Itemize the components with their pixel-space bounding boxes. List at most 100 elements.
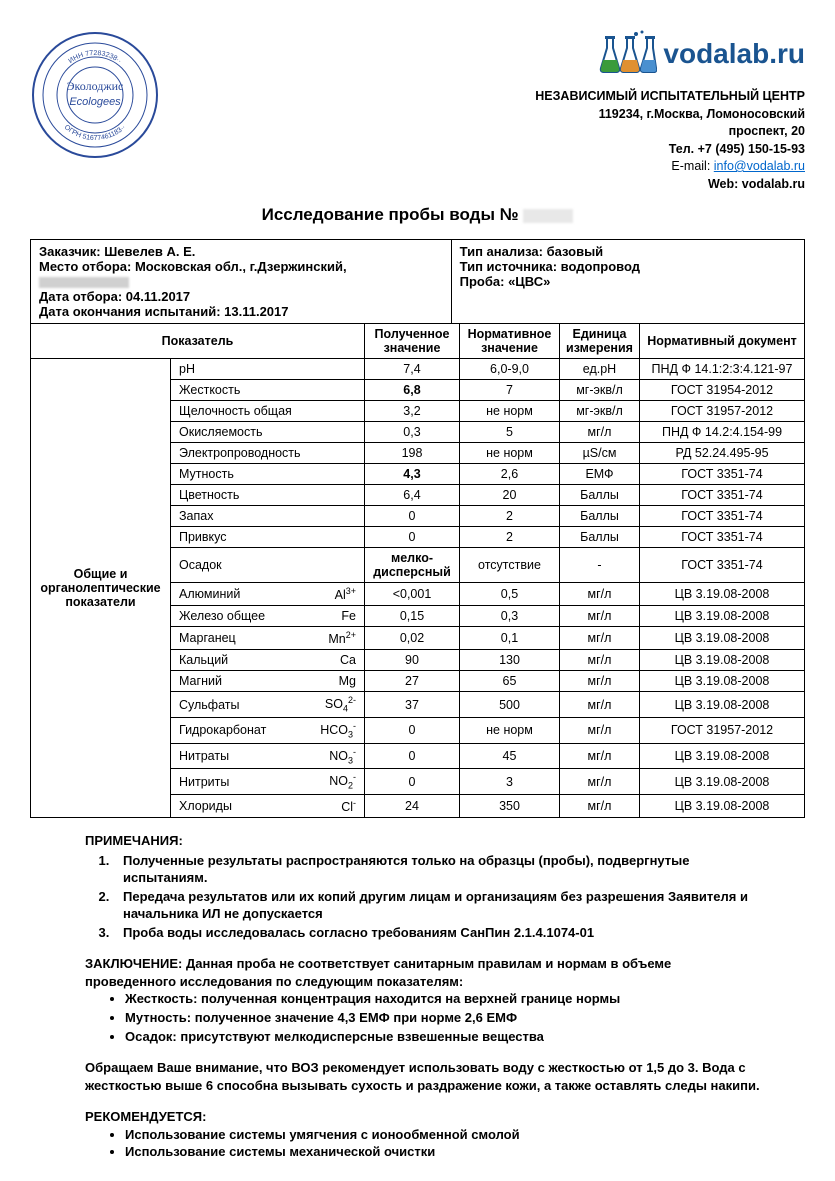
param-formula: Mn2+ [315,627,365,650]
obtained-value: 0,15 [365,606,460,627]
norm-value: 7 [460,380,560,401]
redacted-number [523,209,573,223]
param-name: Окисляемость [171,422,365,443]
obtained-value: <0,001 [365,583,460,606]
col-param: Показатель [31,324,365,359]
norm-value: 2 [460,527,560,548]
param-name: Нитриты [171,769,315,795]
doc-value: ЦВ 3.19.08-2008 [640,627,805,650]
param-name: Хлориды [171,794,315,817]
norm-value: 6,0-9,0 [460,359,560,380]
email-link[interactable]: info@vodalab.ru [714,159,805,173]
obtained-value: 37 [365,692,460,718]
param-name: Алюминий [171,583,315,606]
org-info: НЕЗАВИСИМЫЙ ИСПЫТАТЕЛЬНЫЙ ЦЕНТР 119234, … [535,88,805,193]
document-title: Исследование пробы воды № [30,205,805,225]
param-name: Сульфаты [171,692,315,718]
norm-value: 0,3 [460,606,560,627]
notes-title: ПРИМЕЧАНИЯ: [85,832,765,850]
obtained-value: 0 [365,506,460,527]
attention-paragraph: Обращаем Ваше внимание, что ВОЗ рекоменд… [85,1059,765,1094]
recommendations-section: РЕКОМЕНДУЕТСЯ: Использование системы умя… [85,1108,765,1161]
norm-value: 3 [460,769,560,795]
doc-value: ПНД Ф 14.2:4.154-99 [640,422,805,443]
redacted-address [39,277,129,288]
org-title: НЕЗАВИСИМЫЙ ИСПЫТАТЕЛЬНЫЙ ЦЕНТР [535,88,805,106]
norm-value: 350 [460,794,560,817]
doc-value: ПНД Ф 14.1:2:3:4.121-97 [640,359,805,380]
obtained-value: 0 [365,743,460,769]
obtained-value: 0 [365,527,460,548]
doc-value: ЦВ 3.19.08-2008 [640,671,805,692]
col-doc: Нормативный документ [640,324,805,359]
param-formula: Ca [315,650,365,671]
norm-value: 20 [460,485,560,506]
obtained-value: 6,8 [365,380,460,401]
obtained-value: 90 [365,650,460,671]
norm-value: 130 [460,650,560,671]
doc-value: ЦВ 3.19.08-2008 [640,743,805,769]
unit-value: мг-экв/л [560,401,640,422]
param-name: Железо общее [171,606,315,627]
org-phone: Тел. +7 (495) 150-15-93 [535,141,805,159]
norm-value: не норм [460,717,560,743]
doc-value: РД 52.24.495-95 [640,443,805,464]
unit-value: мг/л [560,717,640,743]
doc-value: ГОСТ 3351-74 [640,527,805,548]
doc-value: ГОСТ 31957-2012 [640,401,805,422]
param-name: Запах [171,506,365,527]
unit-value: мг/л [560,692,640,718]
unit-value: ЕМФ [560,464,640,485]
obtained-value: 6,4 [365,485,460,506]
conclusion-item: Жесткость: полученная концентрация наход… [125,990,765,1008]
unit-value: мг/л [560,769,640,795]
logo-text: vodalab.ru [663,38,805,70]
obtained-value: 0 [365,717,460,743]
param-name: Привкус [171,527,365,548]
param-formula: Mg [315,671,365,692]
col-unit: Единица измерения [560,324,640,359]
obtained-value: 3,2 [365,401,460,422]
norm-value: не норм [460,443,560,464]
norm-value: 0,5 [460,583,560,606]
param-name: Магний [171,671,315,692]
doc-value: ГОСТ 3351-74 [640,464,805,485]
meta-right: Тип анализа: базовый Тип источника: водо… [452,240,804,323]
norm-value: 5 [460,422,560,443]
param-formula: HCO3- [315,717,365,743]
unit-value: мг/л [560,422,640,443]
norm-value: 2 [460,506,560,527]
recommendation-item: Использование системы механической очист… [125,1143,765,1161]
unit-value: мг/л [560,650,640,671]
results-table: Показатель Полученное значение Нормативн… [30,323,805,818]
param-name: Электропроводность [171,443,365,464]
obtained-value: 7,4 [365,359,460,380]
doc-value: ЦВ 3.19.08-2008 [640,794,805,817]
flask-icon [597,30,657,78]
obtained-value: 24 [365,794,460,817]
parameter-group: Общие иорганолептическиепоказатели [31,359,171,818]
obtained-value: 0,02 [365,627,460,650]
table-row: Общие иорганолептическиепоказателиpH7,46… [31,359,805,380]
doc-value: ЦВ 3.19.08-2008 [640,650,805,671]
norm-value: 500 [460,692,560,718]
org-addr2: проспект, 20 [535,123,805,141]
doc-value: ЦВ 3.19.08-2008 [640,606,805,627]
param-formula: NO3- [315,743,365,769]
param-name: Мутность [171,464,365,485]
meta-row: Заказчик: Шевелев А. Е. Место отбора: Мо… [30,239,805,323]
notes-section: ПРИМЕЧАНИЯ: Полученные результаты распро… [85,832,765,941]
param-formula: Al3+ [315,583,365,606]
doc-value: ГОСТ 3351-74 [640,485,805,506]
svg-text:Ecologees: Ecologees [69,96,121,108]
note-item: Передача результатов или их копий другим… [113,888,765,923]
org-web: Web: vodalab.ru [535,176,805,194]
unit-value: Баллы [560,485,640,506]
company-logo-block: vodalab.ru НЕЗАВИСИМЫЙ ИСПЫТАТЕЛЬНЫЙ ЦЕН… [535,30,805,193]
doc-value: ГОСТ 3351-74 [640,548,805,583]
param-name: Нитраты [171,743,315,769]
param-name: Щелочность общая [171,401,365,422]
param-name: Кальций [171,650,315,671]
org-addr1: 119234, г.Москва, Ломоносовский [535,106,805,124]
unit-value: мг/л [560,583,640,606]
